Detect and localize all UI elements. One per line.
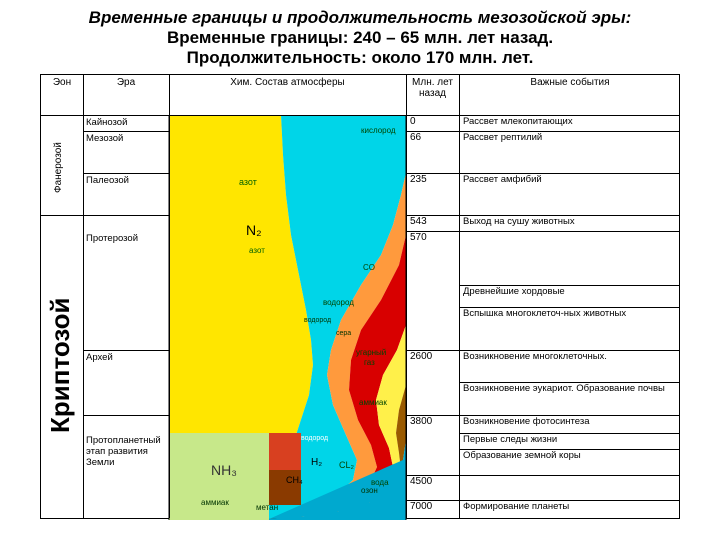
event-cell: Первые следы жизни	[459, 433, 677, 449]
header-events: Важные события	[459, 75, 681, 115]
mya-cell: 66	[406, 132, 459, 143]
svg-text:кислород: кислород	[361, 126, 396, 135]
svg-text:NH₃: NH₃	[211, 462, 237, 478]
event-cell: Образование земной коры	[459, 449, 677, 475]
svg-text:угарный: угарный	[356, 348, 386, 357]
header-era: Эра	[83, 75, 169, 115]
mya-cell: 2600	[406, 351, 459, 362]
title-line-3: Продолжительность: около 170 млн. лет.	[30, 48, 690, 68]
era-cell: Палеозой	[83, 173, 165, 186]
title-block: Временные границы и продолжительность ме…	[30, 8, 690, 68]
mya-cell: 4500	[406, 476, 459, 487]
grid-hline	[83, 415, 169, 416]
mya-cell: 543	[406, 216, 459, 227]
event-cell: Возникновение эукариот. Образование почв…	[459, 382, 677, 415]
event-cell: Рассвет рептилий	[459, 131, 677, 173]
title-line-1: Временные границы и продолжительность ме…	[30, 8, 690, 28]
svg-text:CH₄: CH₄	[286, 475, 303, 485]
header-atmo: Хим. Состав атмосферы	[169, 75, 406, 115]
svg-text:сера: сера	[336, 330, 351, 337]
svg-text:метан: метан	[256, 503, 278, 512]
svg-text:N₂: N₂	[246, 222, 262, 238]
grid-vline	[169, 75, 170, 518]
era-cell: Протерозой	[83, 231, 165, 244]
grid-hline	[459, 231, 679, 232]
header-mya: Млн. лет назад	[406, 75, 459, 115]
mya-cell: 7000	[406, 501, 459, 512]
event-cell: Вспышка многоклеточ-ных животных	[459, 307, 677, 350]
svg-text:H₂: H₂	[311, 457, 322, 468]
era-cell: Кайнозой	[83, 115, 165, 128]
event-cell: Рассвет амфибий	[459, 173, 677, 215]
era-cell: Мезозой	[83, 131, 165, 144]
svg-text:водород: водород	[323, 298, 354, 307]
header-eon: Эон	[41, 75, 83, 115]
title-line-2: Временные границы: 240 – 65 млн. лет наз…	[30, 28, 690, 48]
svg-text:аммиак: аммиак	[201, 498, 229, 507]
grid-hline	[459, 475, 679, 476]
event-cell: Выход на сушу животных	[459, 215, 677, 231]
svg-text:газ: газ	[364, 358, 375, 367]
grid-hline	[83, 215, 169, 216]
era-cell: Протопланетный этап развития Земли	[83, 433, 165, 468]
svg-text:водород: водород	[301, 435, 328, 442]
grid-hline	[41, 215, 83, 216]
event-cell: Возникновение многоклеточных.	[459, 350, 677, 382]
svg-text:водород: водород	[304, 317, 331, 324]
mya-cell: 0	[406, 116, 459, 127]
svg-text:азот: азот	[249, 246, 265, 255]
svg-text:CO: CO	[363, 263, 375, 272]
era-cell: Архей	[83, 350, 165, 363]
svg-text:аммиак: аммиак	[359, 398, 387, 407]
eon-kriptozoj: Криптозой	[45, 235, 76, 495]
svg-text:вода: вода	[371, 478, 389, 487]
event-cell: Формирование планеты	[459, 500, 677, 520]
event-cell: Древнейшие хордовые	[459, 285, 677, 307]
svg-text:азот: азот	[239, 177, 257, 187]
mya-cell: 235	[406, 174, 459, 185]
mya-cell: 570	[406, 232, 459, 243]
svg-text:CL₂: CL₂	[339, 460, 355, 470]
event-cell: Рассвет млекопитающих	[459, 115, 677, 131]
mya-cell: 3800	[406, 416, 459, 427]
eon-fanerozoj: Фанерозой	[53, 125, 64, 210]
event-cell: Возникновение фотосинтеза	[459, 415, 677, 433]
geologic-timeline-chart: азот N₂ азот NH₃ аммиак метан H₂ CH₄ CL₂ водород о…	[40, 74, 680, 519]
svg-text:озон: озон	[361, 486, 378, 495]
